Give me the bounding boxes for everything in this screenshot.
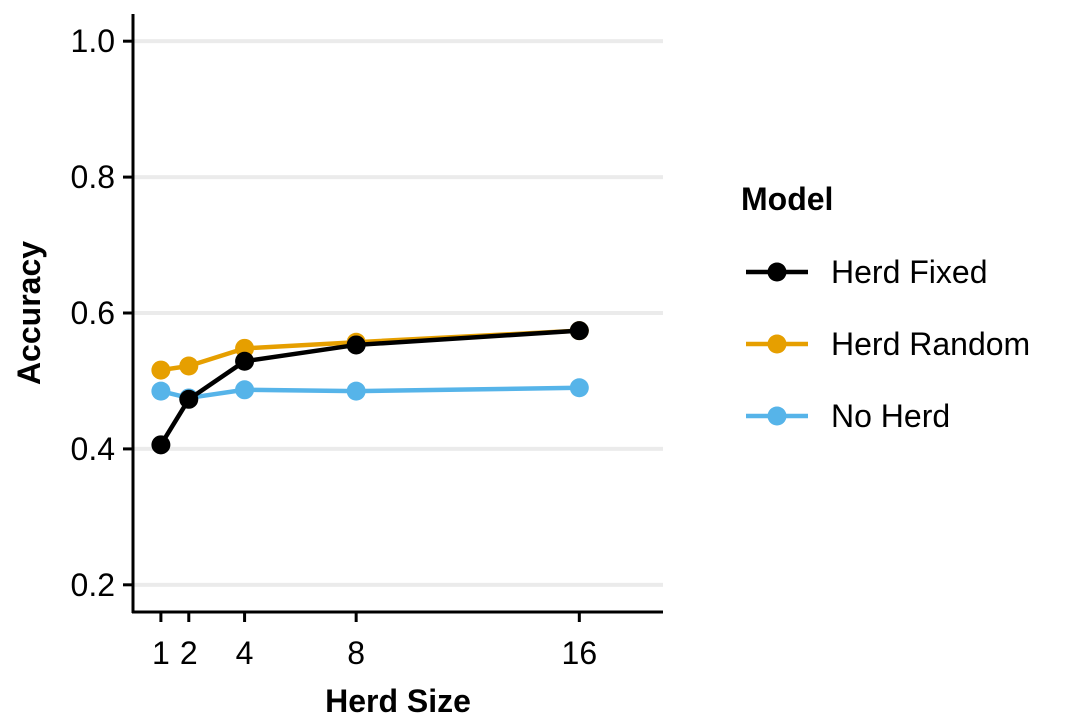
y-axis-title: Accuracy <box>11 241 47 385</box>
data-point <box>235 351 255 371</box>
x-tick-label: 4 <box>236 635 254 671</box>
y-tick-label: 0.8 <box>71 159 115 195</box>
data-point <box>151 435 171 455</box>
y-tick-label: 0.4 <box>71 431 115 467</box>
series-herd-random <box>151 321 589 380</box>
x-tick-label: 2 <box>180 635 198 671</box>
legend-key-point <box>767 406 787 426</box>
legend: Model Herd Fixed Herd Random No Herd <box>741 181 1030 434</box>
legend-label: No Herd <box>831 398 950 434</box>
legend-item: Herd Fixed <box>746 254 988 290</box>
series-line <box>160 385 580 401</box>
data-point <box>179 389 199 409</box>
legend-label: Herd Fixed <box>831 254 988 290</box>
y-tick-label: 0.2 <box>71 567 115 603</box>
x-tick-label: 1 <box>152 635 170 671</box>
x-ticks: 1 2 4 8 16 <box>152 612 597 671</box>
data-point <box>346 335 366 355</box>
data-point <box>179 356 199 376</box>
y-tick-label: 0.6 <box>71 295 115 331</box>
legend-key-point <box>767 334 787 354</box>
data-point <box>235 380 255 400</box>
series-layer <box>151 321 589 455</box>
data-point <box>569 321 589 341</box>
legend-key-point <box>767 262 787 282</box>
legend-item: No Herd <box>746 398 950 434</box>
gridlines <box>133 39 663 587</box>
legend-item: Herd Random <box>746 326 1030 362</box>
data-point <box>151 381 171 401</box>
series-no-herd <box>151 378 589 408</box>
x-axis-title: Herd Size <box>325 683 471 719</box>
x-tick-label: 8 <box>347 635 365 671</box>
data-point <box>151 360 171 380</box>
y-ticks: 0.2 0.4 0.6 0.8 1.0 <box>71 23 133 603</box>
x-tick-label: 16 <box>562 635 598 671</box>
series-herd-fixed <box>151 321 589 455</box>
data-point <box>346 381 366 401</box>
data-point <box>569 378 589 398</box>
legend-title: Model <box>741 181 833 217</box>
y-tick-label: 1.0 <box>71 23 115 59</box>
legend-label: Herd Random <box>831 326 1030 362</box>
